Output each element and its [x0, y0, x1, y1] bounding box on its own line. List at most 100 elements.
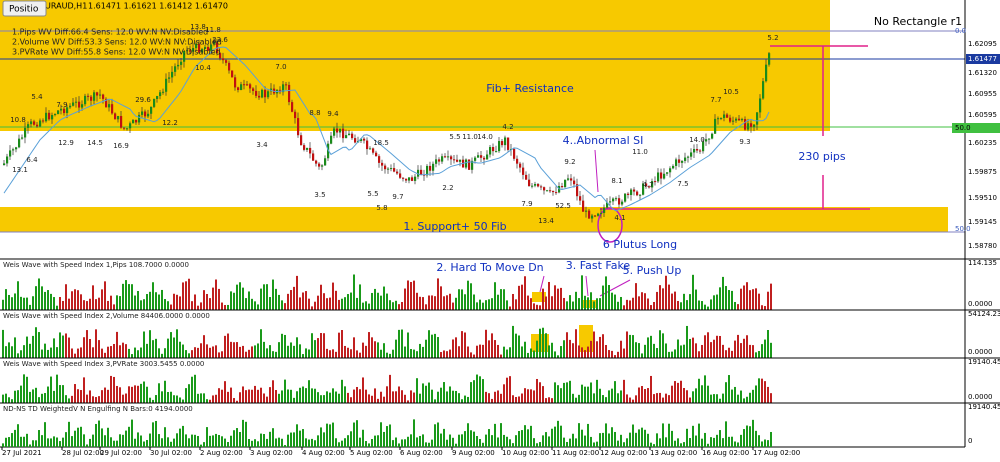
volume-bar	[410, 349, 412, 358]
volume-bar	[455, 337, 457, 358]
volume-bar	[404, 346, 406, 358]
volume-bar	[176, 329, 178, 358]
volume-bar	[641, 353, 643, 358]
volume-bar	[233, 398, 235, 403]
volume-bar	[326, 391, 328, 403]
candle	[300, 135, 303, 146]
candle	[6, 156, 9, 164]
volume-bar	[236, 428, 238, 447]
volume-bar	[425, 339, 427, 358]
volume-bar	[194, 347, 196, 358]
volume-bar	[650, 305, 652, 310]
volume-bar	[710, 299, 712, 310]
volume-bar	[182, 425, 184, 447]
candle	[315, 160, 318, 164]
candle	[453, 159, 456, 161]
volume-bar	[701, 438, 703, 447]
volume-bar	[329, 424, 331, 447]
volume-bar	[77, 389, 79, 403]
volume-bar	[599, 298, 601, 310]
volume-bar	[524, 276, 526, 310]
volume-bar	[476, 374, 478, 403]
volume-bar	[179, 341, 181, 358]
volume-bar	[584, 435, 586, 447]
volume-bar	[470, 352, 472, 358]
volume-bar	[344, 438, 346, 447]
time-label: 13 Aug 02:00	[650, 449, 697, 457]
candle	[642, 183, 645, 195]
volume-bar	[257, 389, 259, 403]
candle	[39, 120, 42, 127]
volume-bar	[383, 343, 385, 358]
candle	[72, 102, 75, 106]
volume-bar	[407, 400, 409, 403]
volume-bar	[488, 340, 490, 358]
volume-bar	[245, 351, 247, 358]
volume-bar	[392, 391, 394, 403]
volume-bar	[479, 376, 481, 403]
volume-bar	[5, 393, 7, 403]
volume-bar	[134, 347, 136, 358]
volume-bar	[53, 390, 55, 403]
volume-bar	[719, 398, 721, 403]
volume-bar	[749, 426, 751, 447]
volume-bar	[701, 344, 703, 358]
volume-bar	[5, 346, 7, 358]
volume-bar	[317, 338, 319, 358]
volume-bar	[197, 393, 199, 403]
volume-bar	[632, 424, 634, 447]
candle	[687, 156, 690, 158]
candle	[546, 190, 549, 192]
volume-bar	[200, 444, 202, 447]
volume-bar	[638, 343, 640, 358]
candle	[564, 179, 567, 188]
volume-bar	[167, 301, 169, 310]
tab-label[interactable]: Positio	[9, 5, 39, 15]
volume-bar	[134, 295, 136, 310]
volume-bar	[668, 423, 670, 447]
wave-label: 10.5	[723, 88, 739, 96]
volume-bar	[452, 390, 454, 403]
volume-bar	[278, 342, 280, 358]
volume-bar	[308, 439, 310, 447]
volume-bar	[554, 426, 556, 447]
volume-bar	[311, 438, 313, 447]
volume-bar	[512, 325, 514, 358]
volume-bar	[350, 349, 352, 358]
volume-bar	[644, 389, 646, 403]
volume-bar	[272, 428, 274, 447]
volume-bar	[350, 431, 352, 447]
volume-bar	[485, 329, 487, 358]
volume-bar	[155, 292, 157, 310]
tab[interactable]	[2, 0, 47, 17]
volume-bar	[80, 294, 82, 310]
volume-bar	[740, 288, 742, 310]
candle	[351, 133, 354, 139]
volume-bar	[185, 281, 187, 310]
volume-bar	[692, 425, 694, 447]
panel-max: 54124.235	[968, 310, 1000, 318]
candle	[384, 165, 387, 170]
candle	[21, 137, 24, 139]
volume-bar	[581, 429, 583, 447]
volume-bar	[611, 427, 613, 447]
volume-bar	[77, 348, 79, 358]
volume-bar	[500, 423, 502, 447]
volume-bar	[431, 295, 433, 310]
volume-bar	[695, 388, 697, 403]
candle	[663, 173, 666, 179]
candle	[561, 186, 564, 188]
annotation: 2. Hard To Move Dn	[436, 261, 543, 274]
candle	[150, 106, 153, 114]
volume-bar	[122, 394, 124, 403]
volume-bar	[581, 347, 583, 358]
volume-bar	[404, 439, 406, 447]
wave-label: 11.0	[632, 148, 648, 156]
candle	[222, 58, 225, 61]
volume-bar	[542, 386, 544, 403]
candle	[231, 70, 234, 78]
volume-bar	[281, 438, 283, 447]
volume-bar	[698, 378, 700, 403]
volume-bar	[347, 435, 349, 447]
volume-bar	[533, 350, 535, 358]
